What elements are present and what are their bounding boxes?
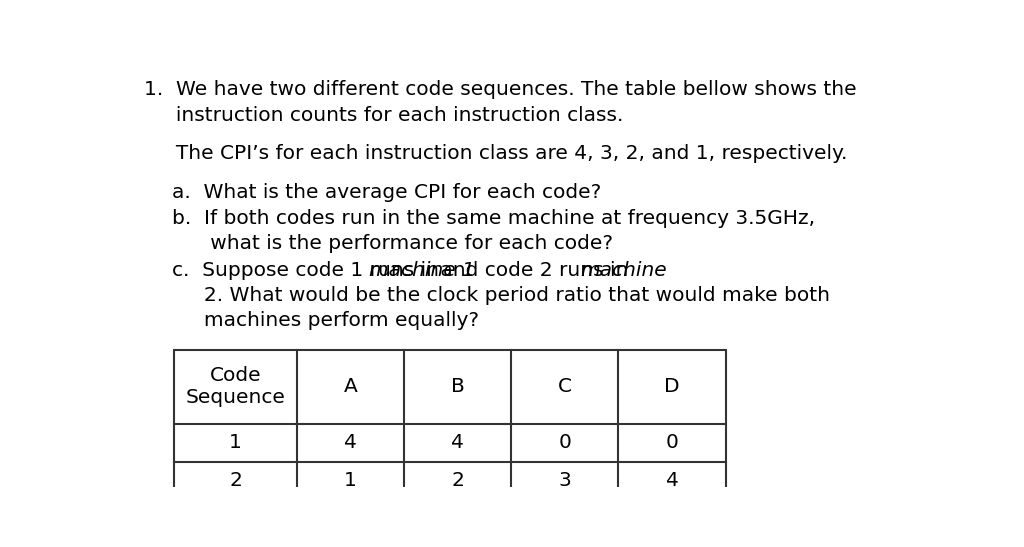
Text: 4: 4: [666, 471, 679, 490]
Text: D: D: [665, 377, 680, 396]
Text: 0: 0: [666, 433, 679, 452]
Text: 2: 2: [452, 471, 464, 490]
Text: 1: 1: [229, 433, 242, 452]
Text: The CPI’s for each instruction class are 4, 3, 2, and 1, respectively.: The CPI’s for each instruction class are…: [143, 144, 847, 163]
Text: Code
Sequence: Code Sequence: [185, 366, 286, 408]
Text: what is the performance for each code?: what is the performance for each code?: [172, 235, 612, 253]
Text: machine 1: machine 1: [369, 261, 474, 280]
Text: a.  What is the average CPI for each code?: a. What is the average CPI for each code…: [172, 183, 601, 202]
Text: 4: 4: [344, 433, 357, 452]
Text: 3: 3: [558, 471, 571, 490]
Bar: [174, 350, 726, 499]
Text: 0: 0: [558, 433, 571, 452]
Text: 1: 1: [344, 471, 357, 490]
Text: 2. What would be the clock period ratio that would make both: 2. What would be the clock period ratio …: [172, 286, 829, 305]
Text: machine: machine: [581, 261, 667, 280]
Text: and code 2 runs in: and code 2 runs in: [434, 261, 635, 280]
Text: b.  If both codes run in the same machine at frequency 3.5GHz,: b. If both codes run in the same machine…: [172, 210, 815, 228]
Text: B: B: [451, 377, 465, 396]
Text: C: C: [558, 377, 571, 396]
Text: 1.  We have two different code sequences. The table bellow shows the: 1. We have two different code sequences.…: [143, 80, 856, 100]
Text: c.  Suppose code 1 runs in: c. Suppose code 1 runs in: [172, 261, 445, 280]
Text: machines perform equally?: machines perform equally?: [172, 311, 478, 330]
Text: 4: 4: [452, 433, 464, 452]
Text: A: A: [344, 377, 357, 396]
Text: 2: 2: [229, 471, 242, 490]
Text: instruction counts for each instruction class.: instruction counts for each instruction …: [143, 106, 624, 125]
